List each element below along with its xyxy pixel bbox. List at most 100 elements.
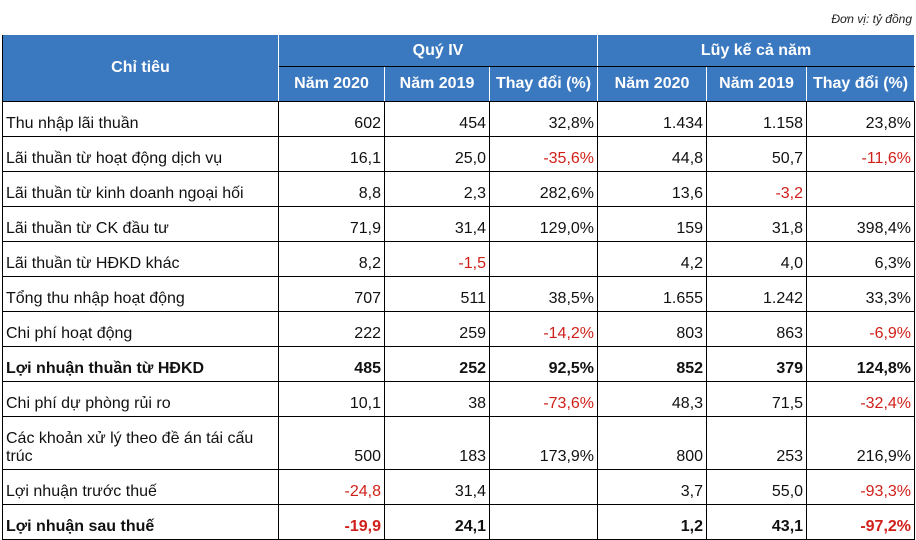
table-row: Lãi thuần từ hoạt động dịch vụ 16,1 25,0 -3… <box>2 136 916 172</box>
row-label: Tổng thu nhập hoạt động <box>2 276 279 312</box>
cell-value: 32,8% <box>488 101 599 137</box>
cell-value: 500 <box>278 416 385 470</box>
column-header: Năm 2019 <box>706 66 808 102</box>
table-row: Lợi nhuận thuần từ HĐKD 485 252 92,5% 852 379… <box>2 346 916 382</box>
cell-value: 707 <box>278 276 385 312</box>
cell-value: 38,5% <box>488 276 599 312</box>
cell-value: 124,8% <box>806 346 916 382</box>
row-label: Lợi nhuận sau thuế <box>2 504 279 540</box>
cell-value: 1.242 <box>706 276 808 312</box>
cell-value: 10,1 <box>278 381 385 417</box>
cell-value: 129,0% <box>488 206 599 242</box>
cell-value <box>488 469 599 505</box>
cell-value: 2,3 <box>384 171 490 207</box>
cell-value: 44,8 <box>597 136 708 172</box>
unit-note: Đơn vị: tỷ đồng <box>831 12 912 26</box>
header-quarter-group: Quý IV <box>277 34 599 67</box>
cell-value: 33,3% <box>806 276 916 312</box>
cell-value: 379 <box>706 346 808 382</box>
table-row: Thu nhập lãi thuần 602 454 32,8% 1.434 1.158 2… <box>2 101 916 137</box>
table-row: Lợi nhuận sau thuế -19,9 24,1 1,2 43,1 -97,2% <box>2 504 916 540</box>
cell-value: 1.434 <box>597 101 708 137</box>
row-label: Các khoản xử lý theo đề án tái cấu trúc <box>2 416 279 470</box>
cell-value: 454 <box>384 101 490 137</box>
table-row: Các khoản xử lý theo đề án tái cấu trúc 5… <box>2 416 916 470</box>
cell-value: 1.655 <box>597 276 708 312</box>
cell-value: 216,9% <box>806 416 916 470</box>
cell-value: -73,6% <box>488 381 599 417</box>
cell-value: 159 <box>597 206 708 242</box>
cell-value: -6,9% <box>806 311 916 347</box>
cell-value: 38 <box>384 381 490 417</box>
cell-value: 602 <box>278 101 385 137</box>
cell-value <box>488 504 599 540</box>
cell-value: 8,8 <box>278 171 385 207</box>
cell-value: 253 <box>706 416 808 470</box>
cell-value: 25,0 <box>384 136 490 172</box>
cell-value: 31,8 <box>706 206 808 242</box>
cell-value: -14,2% <box>488 311 599 347</box>
row-label: Lợi nhuận thuần từ HĐKD <box>2 346 279 382</box>
cell-value: 1.158 <box>706 101 808 137</box>
header-indicator: Chỉ tiêu <box>2 34 279 102</box>
cell-value: -1,5 <box>384 241 490 277</box>
cell-value: 1,2 <box>597 504 708 540</box>
cell-value: 863 <box>706 311 808 347</box>
table-row: Lãi thuần từ kinh doanh ngoại hối 8,8 2,3 2… <box>2 171 916 207</box>
table-row: Lãi thuần từ HĐKD khác 8,2 -1,5 4,2 4,0 6,3% <box>2 241 916 277</box>
cell-value: 4,0 <box>706 241 808 277</box>
cell-value: 183 <box>384 416 490 470</box>
cell-value: 16,1 <box>278 136 385 172</box>
cell-value: -11,6% <box>806 136 916 172</box>
cell-value: -3,2 <box>706 171 808 207</box>
row-label: Lãi thuần từ hoạt động dịch vụ <box>2 136 279 172</box>
column-header: Năm 2020 <box>278 66 385 102</box>
cell-value: 800 <box>597 416 708 470</box>
cell-value: 485 <box>278 346 385 382</box>
cell-value: 252 <box>384 346 490 382</box>
column-header: Năm 2020 <box>597 66 708 102</box>
cell-value: 55,0 <box>706 469 808 505</box>
cell-value: -24,8 <box>278 469 385 505</box>
cell-value: -19,9 <box>278 504 385 540</box>
cell-value: 23,8% <box>806 101 916 137</box>
cell-value: 71,9 <box>278 206 385 242</box>
cell-value: 3,7 <box>597 469 708 505</box>
table-row: Lãi thuần từ CK đầu tư 71,9 31,4 129,0% 159 3… <box>2 206 916 242</box>
table-row: Chi phí hoạt động 222 259 -14,2% 803 863 -6,9% <box>2 311 916 347</box>
cell-value: 13,6 <box>597 171 708 207</box>
column-header: Năm 2019 <box>384 66 490 102</box>
cell-value: 259 <box>384 311 490 347</box>
row-label: Thu nhập lãi thuần <box>2 101 279 137</box>
cell-value: 4,2 <box>597 241 708 277</box>
cell-value: 43,1 <box>706 504 808 540</box>
cell-value <box>488 241 599 277</box>
column-header: Thay đổi (%) <box>806 66 916 102</box>
table-row: Lợi nhuận trước thuế -24,8 31,4 3,7 55,0 -93,… <box>2 469 916 505</box>
cell-value: 803 <box>597 311 708 347</box>
cell-value: 282,6% <box>488 171 599 207</box>
row-label: Lãi thuần từ CK đầu tư <box>2 206 279 242</box>
cell-value: 48,3 <box>597 381 708 417</box>
cell-value: 31,4 <box>384 469 490 505</box>
header-year-group: Lũy kế cả năm <box>597 34 916 67</box>
row-label: Lãi thuần từ HĐKD khác <box>2 241 279 277</box>
cell-value: 8,2 <box>278 241 385 277</box>
row-label: Lợi nhuận trước thuế <box>2 469 279 505</box>
financial-table: Chỉ tiêu Quý IV Lũy kế cả năm Năm 2020 Nă… <box>2 34 916 540</box>
cell-value: 398,4% <box>806 206 916 242</box>
row-label: Chi phí dự phòng rủi ro <box>2 381 279 417</box>
cell-value: 173,9% <box>488 416 599 470</box>
column-header: Thay đổi (%) <box>488 66 599 102</box>
row-label: Lãi thuần từ kinh doanh ngoại hối <box>2 171 279 207</box>
cell-value: -93,3% <box>806 469 916 505</box>
table-row: Chi phí dự phòng rủi ro 10,1 38 -73,6% 48,3 7… <box>2 381 916 417</box>
cell-value: 222 <box>278 311 385 347</box>
cell-value: 6,3% <box>806 241 916 277</box>
cell-value <box>806 171 916 207</box>
cell-value: 71,5 <box>706 381 808 417</box>
row-label: Chi phí hoạt động <box>2 311 279 347</box>
cell-value: -32,4% <box>806 381 916 417</box>
table-row: Tổng thu nhập hoạt động 707 511 38,5% 1.655 1… <box>2 276 916 312</box>
cell-value: 511 <box>384 276 490 312</box>
